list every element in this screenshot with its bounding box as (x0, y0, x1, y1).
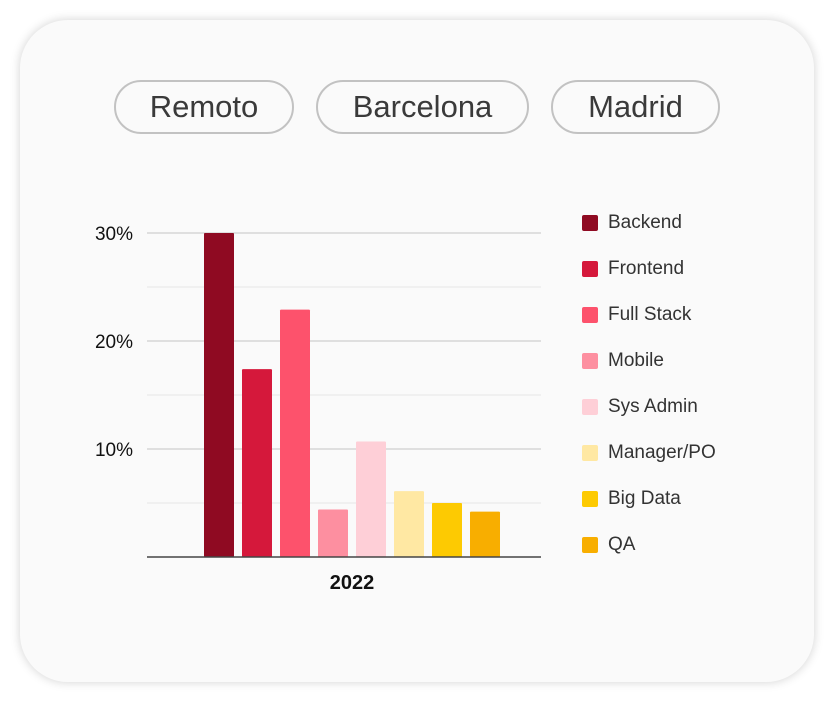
legend-item-backend[interactable]: Backend (582, 200, 716, 246)
bar-manager-po[interactable] (394, 491, 424, 557)
bar-backend[interactable] (204, 233, 234, 557)
x-category-label: 2022 (330, 572, 375, 594)
y-tick-label: 30% (95, 224, 133, 245)
legend-label: Frontend (608, 258, 685, 279)
bar-mobile[interactable] (318, 509, 348, 557)
legend-label: Mobile (608, 350, 664, 371)
legend-swatch (582, 353, 598, 369)
bar-sys-admin[interactable] (356, 441, 386, 557)
legend-swatch (582, 445, 598, 461)
chart-card: Remoto Barcelona Madrid (20, 20, 814, 682)
chart-legend: Backend Frontend Full Stack Mobile Sys Admin… (582, 200, 716, 568)
legend-label: Backend (608, 212, 682, 233)
legend-swatch (582, 491, 598, 507)
legend-swatch (582, 215, 598, 231)
legend-label: QA (608, 534, 636, 555)
location-filters: Remoto Barcelona Madrid (20, 80, 814, 134)
bar-frontend[interactable] (242, 369, 272, 557)
legend-label: Full Stack (608, 304, 692, 325)
filter-remoto-button[interactable]: Remoto (114, 80, 294, 134)
legend-label: Manager/PO (608, 442, 716, 463)
legend-item-sys-admin[interactable]: Sys Admin (582, 384, 716, 430)
legend-item-qa[interactable]: QA (582, 522, 716, 568)
bar-big-data[interactable] (432, 503, 462, 557)
legend-swatch (582, 261, 598, 277)
legend-swatch (582, 537, 598, 553)
legend-item-big-data[interactable]: Big Data (582, 476, 716, 522)
legend-item-manager-po[interactable]: Manager/PO (582, 430, 716, 476)
legend-label: Big Data (608, 488, 681, 509)
bar-qa[interactable] (470, 511, 500, 557)
y-tick-label: 20% (95, 332, 133, 353)
filter-barcelona-button[interactable]: Barcelona (316, 80, 529, 134)
legend-item-full-stack[interactable]: Full Stack (582, 292, 716, 338)
y-tick-label: 10% (95, 440, 133, 461)
legend-item-mobile[interactable]: Mobile (582, 338, 716, 384)
legend-label: Sys Admin (608, 396, 698, 417)
filter-madrid-button[interactable]: Madrid (551, 80, 720, 134)
legend-item-frontend[interactable]: Frontend (582, 246, 716, 292)
legend-swatch (582, 399, 598, 415)
bar-full-stack[interactable] (280, 309, 310, 557)
legend-swatch (582, 307, 598, 323)
